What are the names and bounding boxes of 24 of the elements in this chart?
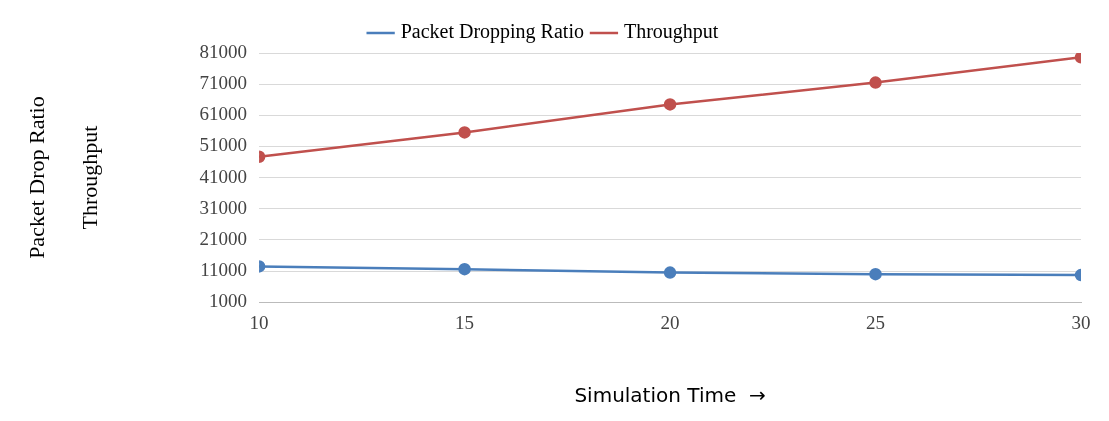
legend-label: Throughput [623,20,719,44]
y-tick-label: 21000 [199,227,248,249]
y-tick-label: 81000 [199,40,248,62]
x-tick-label: 30 [1071,311,1091,333]
x-tick-label: 10 [249,311,269,333]
x-tick-label: 20 [660,311,680,333]
x-axis-title: Simulation Time → [574,383,766,408]
y-tick-label: 71000 [199,72,248,94]
y-tick-label: 11000 [200,259,248,281]
y-tick-label: 51000 [199,134,248,156]
point [869,267,882,281]
point [869,76,882,89]
y-tick-label: 61000 [199,103,248,125]
y-tick-label: 41000 [199,165,248,187]
x-tick-label: 15 [455,311,475,333]
point [458,126,471,139]
legend-label: Packet Dropping Ratio [400,20,584,44]
text: Packet Drop Ratio Throughput [24,96,102,259]
x-tick-label: 25 [866,311,886,333]
y-tick-label: 31000 [199,196,248,218]
point [663,266,677,279]
point [663,98,677,111]
y-tick-label: 1000 [209,290,248,312]
point [458,262,471,276]
